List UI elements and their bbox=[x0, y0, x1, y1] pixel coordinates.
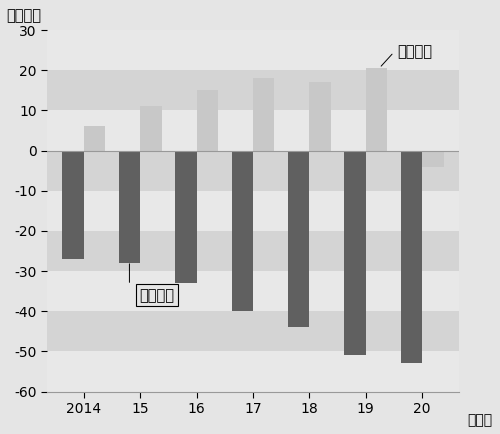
Bar bbox=[175, 151, 197, 283]
Bar bbox=[47, 110, 459, 151]
Bar bbox=[47, 191, 459, 231]
Bar bbox=[344, 151, 366, 355]
Text: （万人）: （万人） bbox=[6, 8, 41, 23]
Bar bbox=[140, 106, 162, 151]
Bar bbox=[47, 311, 459, 352]
Bar bbox=[62, 151, 84, 259]
Bar bbox=[366, 68, 387, 151]
Bar bbox=[47, 30, 459, 70]
Bar bbox=[84, 126, 105, 151]
Text: 外国人数: 外国人数 bbox=[397, 45, 432, 59]
Bar bbox=[310, 82, 331, 151]
Bar bbox=[232, 151, 253, 311]
Bar bbox=[253, 78, 274, 151]
Bar bbox=[47, 271, 459, 311]
Text: （年）: （年） bbox=[467, 413, 492, 427]
Text: 日本人数: 日本人数 bbox=[140, 288, 174, 302]
Bar bbox=[118, 151, 140, 263]
Bar bbox=[47, 70, 459, 110]
Bar bbox=[288, 151, 310, 327]
Bar bbox=[400, 151, 422, 364]
Bar bbox=[422, 151, 444, 167]
Bar bbox=[47, 231, 459, 271]
Bar bbox=[47, 151, 459, 191]
Bar bbox=[196, 90, 218, 151]
Bar bbox=[47, 352, 459, 391]
